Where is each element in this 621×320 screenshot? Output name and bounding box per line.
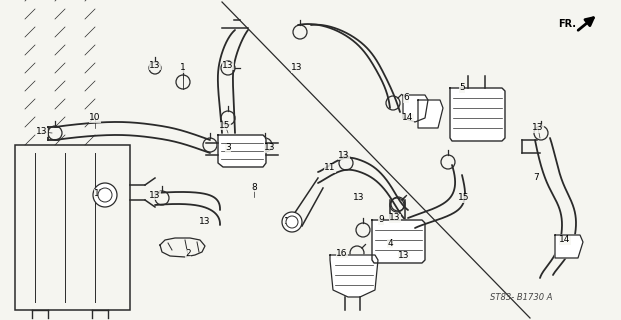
Text: 8: 8 [251,182,257,191]
Polygon shape [372,220,425,263]
Text: 13: 13 [149,190,161,199]
Text: 14: 14 [560,236,571,244]
Circle shape [98,188,112,202]
Bar [15,145,130,310]
Polygon shape [218,135,266,167]
Text: 13: 13 [389,213,401,222]
Text: 3: 3 [225,143,231,153]
Text: 12: 12 [284,218,296,227]
Text: 4: 4 [387,238,393,247]
Text: ST83- B1730 A: ST83- B1730 A [490,293,553,302]
Text: 15: 15 [458,194,469,203]
Text: 9: 9 [378,215,384,225]
Polygon shape [450,88,505,141]
Circle shape [282,212,302,232]
Text: 12: 12 [94,188,106,197]
Text: 13: 13 [398,251,410,260]
Text: 10: 10 [89,114,101,123]
Text: 13: 13 [353,194,365,203]
Text: 13: 13 [222,60,233,69]
Circle shape [286,216,298,228]
Text: 1: 1 [180,63,186,73]
Text: FR.: FR. [558,19,576,29]
Text: 13: 13 [338,150,350,159]
Text: 6: 6 [403,93,409,102]
Text: 13: 13 [36,127,48,137]
Text: 13: 13 [265,143,276,153]
Polygon shape [330,255,378,297]
Circle shape [93,183,117,207]
Text: 5: 5 [459,84,465,92]
Text: 13: 13 [291,63,303,73]
Text: 13: 13 [149,60,161,69]
Text: 14: 14 [402,114,414,123]
Polygon shape [555,235,583,258]
Text: 15: 15 [219,121,231,130]
Polygon shape [418,100,443,128]
Text: 16: 16 [336,249,348,258]
Polygon shape [403,95,428,122]
Text: 13: 13 [532,124,544,132]
Text: 13: 13 [199,218,211,227]
Text: 11: 11 [324,164,336,172]
Text: 2: 2 [185,249,191,258]
Text: 7: 7 [533,173,539,182]
